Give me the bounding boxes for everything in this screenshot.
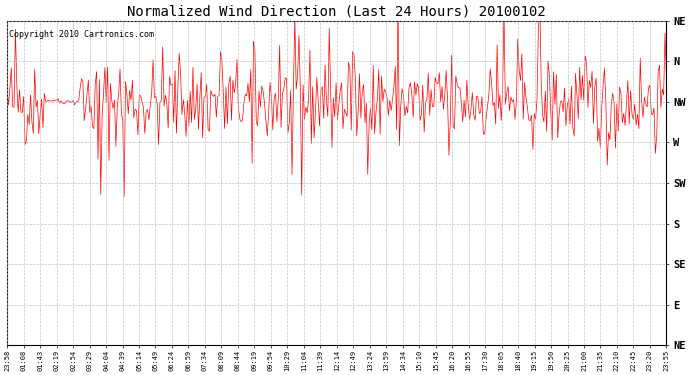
Title: Normalized Wind Direction (Last 24 Hours) 20100102: Normalized Wind Direction (Last 24 Hours… [128, 4, 546, 18]
Text: Copyright 2010 Cartronics.com: Copyright 2010 Cartronics.com [9, 30, 154, 39]
